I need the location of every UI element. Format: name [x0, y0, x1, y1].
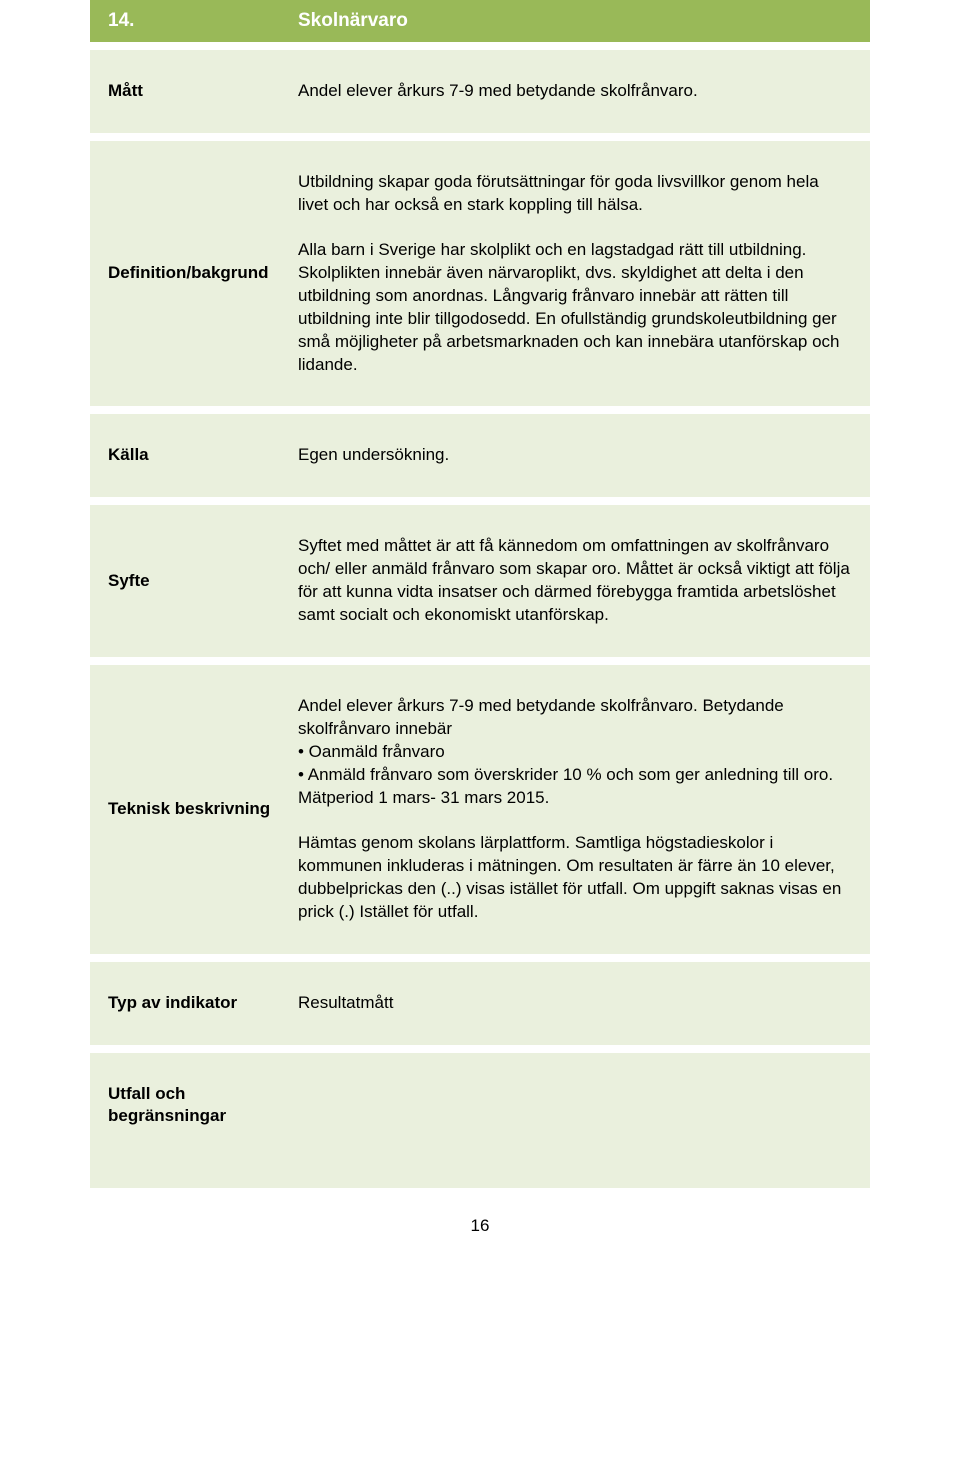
value-kalla: Egen undersökning. — [298, 444, 852, 467]
definition-p1: Utbildning skapar goda förutsättningar f… — [298, 171, 852, 217]
value-definition: Utbildning skapar goda förutsättningar f… — [298, 171, 852, 377]
value-utfall — [298, 1083, 852, 1129]
row-typ: Typ av indikator Resultatmått — [90, 962, 870, 1045]
row-matt: Mått Andel elever årkurs 7-9 med betydan… — [90, 50, 870, 133]
row-kalla: Källa Egen undersökning. — [90, 414, 870, 497]
page-number: 16 — [90, 1216, 870, 1236]
label-teknisk: Teknisk beskrivning — [108, 798, 298, 821]
label-utfall: Utfall och begränsningar — [108, 1083, 298, 1129]
row-definition: Definition/bakgrund Utbildning skapar go… — [90, 141, 870, 407]
teknisk-bullet-1: • Oanmäld frånvaro — [298, 742, 445, 761]
section-number: 14. — [108, 10, 298, 32]
teknisk-intro: Andel elever årkurs 7-9 med betydande sk… — [298, 696, 784, 738]
value-syfte: Syftet med måttet är att få kännedom om … — [298, 535, 852, 627]
value-matt: Andel elever årkurs 7-9 med betydande sk… — [298, 80, 852, 103]
document-page: 14. Skolnärvaro Mått Andel elever årkurs… — [0, 0, 960, 1276]
row-utfall: Utfall och begränsningar — [90, 1053, 870, 1189]
value-teknisk: Andel elever årkurs 7-9 med betydande sk… — [298, 695, 852, 923]
label-syfte: Syfte — [108, 570, 298, 593]
row-teknisk: Teknisk beskrivning Andel elever årkurs … — [90, 665, 870, 953]
label-typ: Typ av indikator — [108, 992, 298, 1015]
label-matt: Mått — [108, 80, 298, 103]
section-header: 14. Skolnärvaro — [90, 0, 870, 42]
value-typ: Resultatmått — [298, 992, 852, 1015]
row-syfte: Syfte Syftet med måttet är att få känned… — [90, 505, 870, 657]
teknisk-p2: Hämtas genom skolans lärplattform. Samtl… — [298, 832, 852, 924]
label-kalla: Källa — [108, 444, 298, 467]
teknisk-bullet-2: • Anmäld frånvaro som överskrider 10 % o… — [298, 765, 833, 807]
section-title: Skolnärvaro — [298, 10, 852, 32]
label-definition: Definition/bakgrund — [108, 262, 298, 285]
definition-p2: Alla barn i Sverige har skolplikt och en… — [298, 239, 852, 377]
